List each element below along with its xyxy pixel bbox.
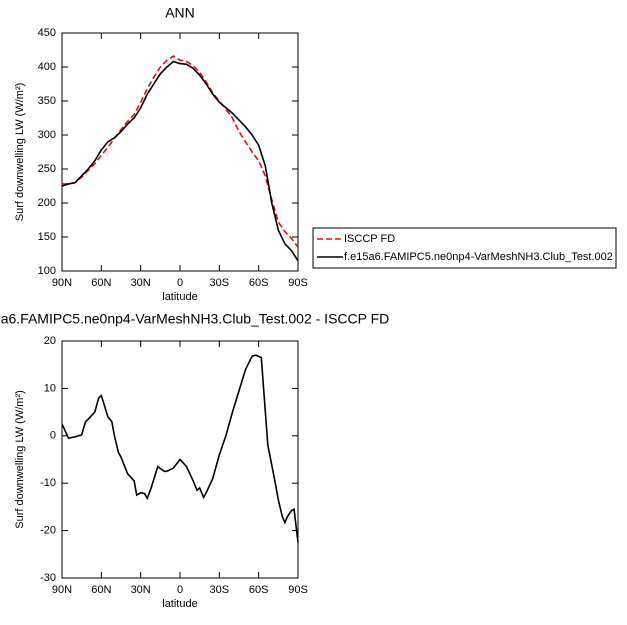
legend-label: f.e15a6.FAMIPC5.ne0np4-VarMeshNH3.Club_T… [344,251,613,263]
x-tick-label: 0 [177,584,183,596]
data-line [62,55,299,248]
y-tick-label: 20 [44,335,56,347]
y-axis-label: Surf downwelling LW (W/m²) [14,83,26,222]
x-axis-label: latitude [162,291,197,303]
chart-title: ANN [165,5,195,21]
x-tick-label: 90N [52,584,72,596]
y-tick-label: 300 [38,129,56,141]
x-tick-label: 30S [210,277,230,289]
x-tick-label: 30N [131,584,151,596]
x-tick-label: 30N [131,277,151,289]
y-tick-label: -10 [40,477,56,489]
x-tick-label: 60N [91,584,111,596]
x-tick-label: 90S [288,584,308,596]
y-tick-label: 150 [38,231,56,243]
x-tick-label: 60S [249,277,269,289]
x-tick-label: 90S [288,277,308,289]
plot-frame [61,32,299,272]
x-tick-label: 30S [210,584,230,596]
chart-title: a6.FAMIPC5.ne0np4-VarMeshNH3.Club_Test.0… [1,311,390,327]
y-tick-label: 100 [38,265,56,277]
x-tick-label: 0 [177,277,183,289]
y-tick-label: 450 [38,27,56,39]
y-tick-label: 250 [38,163,56,175]
x-tick-label: 60S [249,584,269,596]
data-line [61,60,299,262]
legend-box [312,227,617,269]
x-tick-label: 90N [52,277,72,289]
y-tick-label: -20 [40,525,56,537]
y-tick-label: 400 [38,61,56,73]
x-axis-label: latitude [162,598,197,610]
data-line [61,354,299,543]
y-tick-label: 0 [50,430,56,442]
y-tick-label: -30 [40,572,56,584]
y-tick-label: 10 [44,382,56,394]
legend-label: ISCCP FD [344,233,395,245]
y-axis-label: Surf downwelling LW (W/m²) [14,390,26,529]
y-tick-label: 200 [38,197,56,209]
y-tick-label: 350 [38,95,56,107]
x-tick-label: 60N [91,277,111,289]
